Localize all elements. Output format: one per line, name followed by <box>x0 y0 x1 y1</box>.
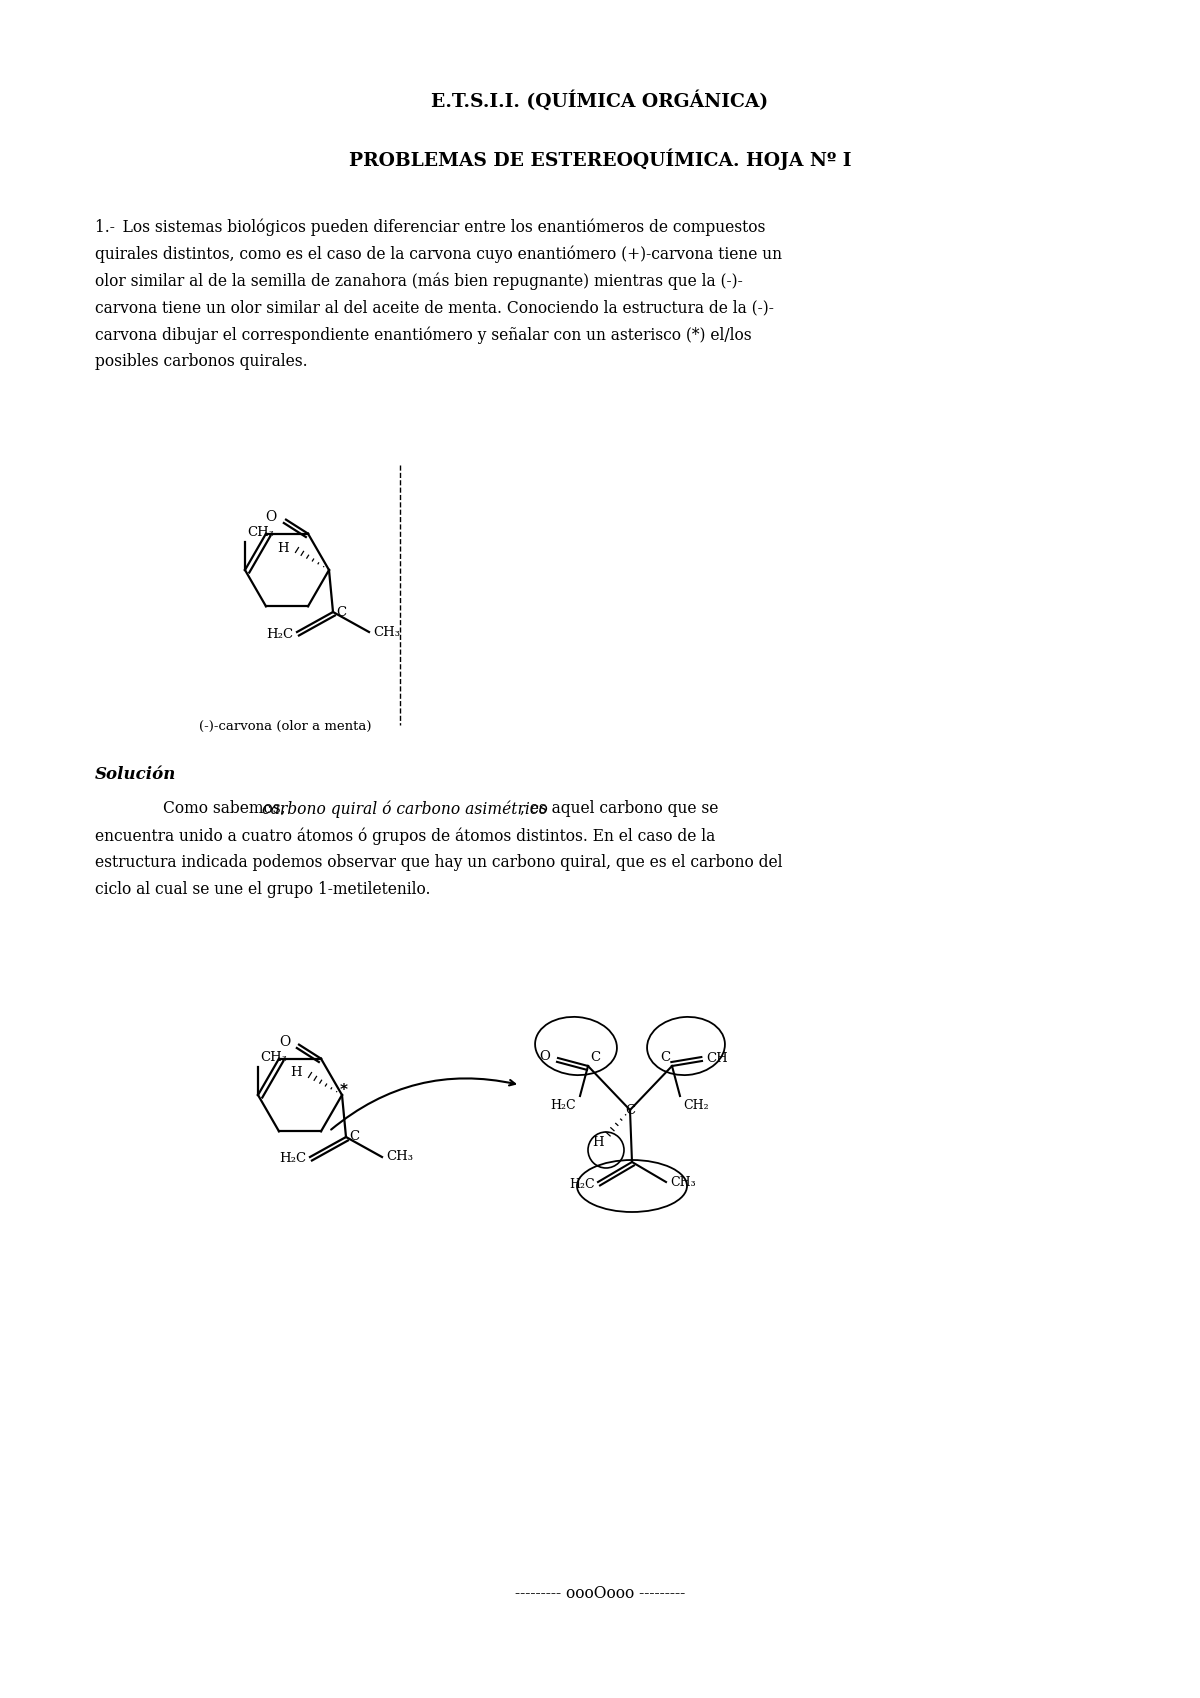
Text: C: C <box>336 606 346 618</box>
Text: posibles carbonos quirales.: posibles carbonos quirales. <box>95 353 307 370</box>
Text: O: O <box>278 1034 290 1049</box>
Text: --------- oooOooo ---------: --------- oooOooo --------- <box>515 1584 685 1601</box>
Text: estructura indicada podemos observar que hay un carbono quiral, que es el carbon: estructura indicada podemos observar que… <box>95 854 782 871</box>
Text: CH: CH <box>706 1051 727 1065</box>
Text: olor similar al de la semilla de zanahora (más bien repugnante) mientras que la : olor similar al de la semilla de zanahor… <box>95 272 743 289</box>
Text: ciclo al cual se une el grupo 1-metiletenilo.: ciclo al cual se une el grupo 1-metilete… <box>95 881 431 898</box>
Text: Como sabemos,: Como sabemos, <box>163 800 290 817</box>
Text: H: H <box>277 542 289 555</box>
Text: C: C <box>349 1131 359 1143</box>
Text: (-)-carvona (olor a menta): (-)-carvona (olor a menta) <box>199 720 371 734</box>
Text: O: O <box>539 1049 550 1063</box>
Text: PROBLEMAS DE ESTEREOQUÍMICA. HOJA Nº I: PROBLEMAS DE ESTEREOQUÍMICA. HOJA Nº I <box>349 148 851 170</box>
Text: CH₃: CH₃ <box>386 1151 413 1163</box>
Text: E.T.S.I.I. (QUÍMICA ORGÁNICA): E.T.S.I.I. (QUÍMICA ORGÁNICA) <box>432 90 768 110</box>
Text: H₂C: H₂C <box>551 1099 576 1112</box>
Text: O: O <box>265 509 277 523</box>
Text: 1.- Los sistemas biológicos pueden diferenciar entre los enantiómeros de compues: 1.- Los sistemas biológicos pueden difer… <box>95 217 766 236</box>
Text: Solución: Solución <box>95 766 176 783</box>
Text: quirales distintos, como es el caso de la carvona cuyo enantiómero (+)-carvona t: quirales distintos, como es el caso de l… <box>95 245 782 263</box>
Text: :: : <box>163 766 169 783</box>
Text: C: C <box>590 1051 600 1065</box>
Text: C: C <box>660 1051 670 1065</box>
Text: , es aquel carbono que se: , es aquel carbono que se <box>520 800 719 817</box>
Text: H₂C: H₂C <box>266 628 293 640</box>
Text: carvona dibujar el correspondiente enantiómero y señalar con un asterisco (*) el: carvona dibujar el correspondiente enant… <box>95 326 751 343</box>
Text: CH₃: CH₃ <box>247 526 274 538</box>
Text: carbono quiral ó carbono asimétrico: carbono quiral ó carbono asimétrico <box>262 800 548 817</box>
Text: H: H <box>290 1066 302 1080</box>
Text: CH₂: CH₂ <box>683 1099 709 1112</box>
Text: encuentra unido a cuatro átomos ó grupos de átomos distintos. En el caso de la: encuentra unido a cuatro átomos ó grupos… <box>95 827 715 844</box>
Text: H₂C: H₂C <box>278 1153 306 1165</box>
Text: CH₃: CH₃ <box>260 1051 287 1065</box>
Text: carvona tiene un olor similar al del aceite de menta. Conociendo la estructura d: carvona tiene un olor similar al del ace… <box>95 299 774 316</box>
Text: *: * <box>340 1083 348 1097</box>
Text: CH₃: CH₃ <box>373 625 400 638</box>
Text: H: H <box>593 1136 604 1150</box>
Text: CH₃: CH₃ <box>670 1175 696 1189</box>
Text: H₂C: H₂C <box>569 1177 595 1190</box>
Text: C: C <box>625 1104 635 1117</box>
